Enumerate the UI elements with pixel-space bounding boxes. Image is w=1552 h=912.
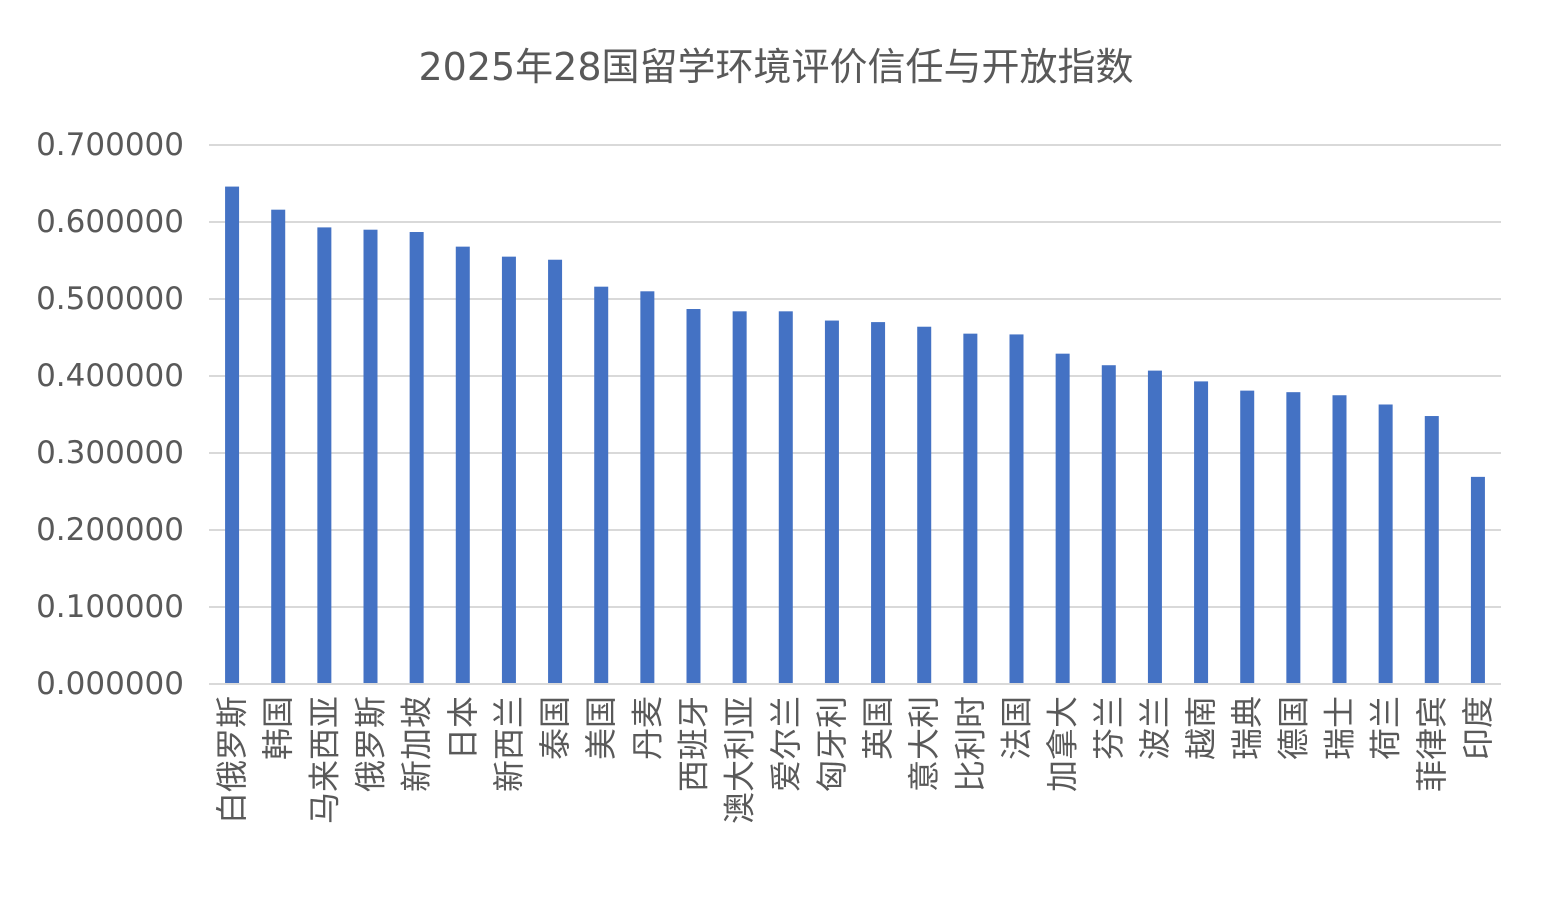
bar bbox=[501, 256, 516, 684]
y-tick-label: 0.200000 bbox=[36, 512, 184, 548]
x-tick-label: 泰国 bbox=[536, 696, 574, 760]
chart-title: 2025年28国留学环境评价信任与开放指数 bbox=[418, 45, 1134, 89]
y-tick-label: 0.400000 bbox=[36, 358, 184, 394]
x-tick-label: 马来西亚 bbox=[305, 696, 343, 824]
y-axis-tick-labels: 0.000000 0.100000 0.200000 0.300000 0.400000… bbox=[36, 127, 184, 702]
x-tick-label: 新西兰 bbox=[490, 696, 528, 792]
x-tick-label: 意大利 bbox=[905, 696, 943, 792]
bar bbox=[1240, 390, 1255, 684]
x-tick-label: 新加坡 bbox=[398, 696, 436, 792]
bar bbox=[455, 246, 470, 684]
x-tick-label: 印度 bbox=[1459, 696, 1497, 760]
bar bbox=[640, 291, 655, 684]
bar bbox=[686, 309, 701, 684]
bar bbox=[1378, 404, 1393, 684]
y-tick-label: 0.000000 bbox=[36, 666, 184, 702]
x-tick-label: 匈牙利 bbox=[813, 696, 851, 792]
x-tick-label: 俄罗斯 bbox=[352, 696, 390, 792]
bar bbox=[1055, 353, 1070, 684]
x-tick-label: 法国 bbox=[998, 696, 1036, 760]
bar bbox=[732, 311, 747, 684]
y-tick-label: 0.700000 bbox=[36, 127, 184, 163]
y-tick-label: 0.100000 bbox=[36, 589, 184, 625]
x-tick-label: 韩国 bbox=[259, 696, 297, 760]
x-axis-tick-labels: 白俄罗斯 韩国 马来西亚 俄罗斯 新加坡 日本 新西兰 泰国 美国 丹麦 西班牙 澳大利亚 爱尔兰 匈牙利… bbox=[213, 696, 1497, 824]
y-tick-label: 0.300000 bbox=[36, 435, 184, 471]
bar bbox=[317, 227, 332, 684]
bar bbox=[1332, 395, 1347, 684]
bar bbox=[1194, 381, 1209, 684]
bar bbox=[917, 326, 932, 684]
x-tick-label: 美国 bbox=[582, 696, 620, 760]
x-tick-label: 波兰 bbox=[1136, 696, 1174, 760]
bar bbox=[1147, 370, 1162, 684]
x-tick-label: 德国 bbox=[1274, 696, 1312, 760]
bars bbox=[225, 186, 1485, 684]
x-tick-label: 澳大利亚 bbox=[721, 696, 759, 824]
bar bbox=[271, 209, 286, 684]
bar bbox=[778, 311, 793, 684]
x-tick-label: 越南 bbox=[1182, 696, 1220, 760]
bar bbox=[594, 286, 609, 684]
x-tick-label: 英国 bbox=[859, 696, 897, 760]
bar bbox=[824, 320, 839, 684]
bar bbox=[1101, 365, 1116, 684]
x-tick-label: 菲律宾 bbox=[1413, 696, 1451, 792]
x-tick-label: 比利时 bbox=[951, 696, 989, 792]
bar bbox=[963, 333, 978, 684]
bar bbox=[409, 232, 424, 684]
x-tick-label: 加拿大 bbox=[1044, 696, 1082, 792]
bar bbox=[1470, 476, 1485, 684]
x-tick-label: 荷兰 bbox=[1367, 696, 1405, 760]
x-tick-label: 爱尔兰 bbox=[767, 696, 805, 792]
bar bbox=[871, 322, 886, 684]
bar bbox=[363, 229, 378, 684]
x-tick-label: 白俄罗斯 bbox=[213, 696, 251, 824]
x-tick-label: 芬兰 bbox=[1090, 696, 1128, 760]
bar bbox=[1424, 416, 1439, 684]
x-tick-label: 丹麦 bbox=[628, 696, 666, 760]
y-tick-label: 0.600000 bbox=[36, 204, 184, 240]
x-tick-label: 瑞典 bbox=[1228, 696, 1266, 760]
x-tick-label: 西班牙 bbox=[675, 696, 713, 792]
bar bbox=[548, 259, 563, 684]
x-tick-label: 瑞士 bbox=[1321, 696, 1359, 760]
bar bbox=[1286, 392, 1301, 684]
y-tick-label: 0.500000 bbox=[36, 281, 184, 317]
bar bbox=[1009, 334, 1024, 684]
gridlines bbox=[209, 144, 1501, 608]
x-tick-label: 日本 bbox=[444, 696, 482, 760]
bar bbox=[225, 186, 240, 684]
